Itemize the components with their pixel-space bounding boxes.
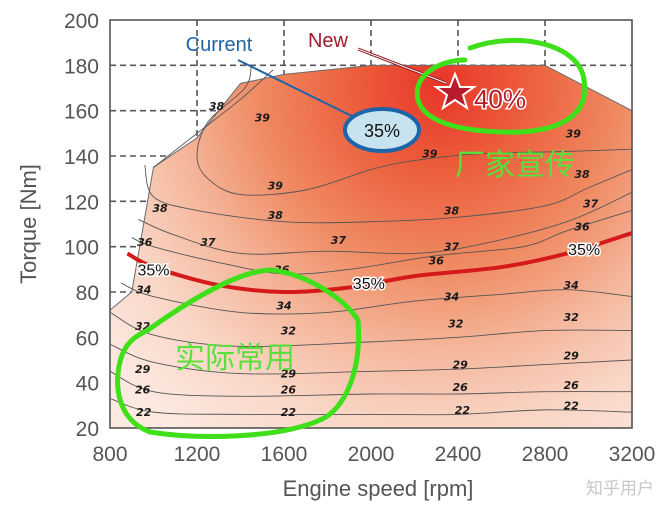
contour-label: 37 [331,234,347,247]
x-axis-title: Engine speed [rpm] [283,476,474,501]
contour-line [110,343,632,375]
y-tick-label: 140 [64,146,99,169]
contour-line [144,164,632,224]
contour-label: 22 [136,406,152,419]
contour-label: 34 [136,284,151,297]
watermark: 知乎用户 [586,479,654,499]
y-tick-label: 20 [76,418,99,441]
contour-label: 26 [135,383,151,396]
contour-label: 32 [281,325,297,338]
contour-label: 37 [200,236,216,249]
contour-label: 38 [444,204,460,217]
current-marker [343,107,421,153]
actual-usage-loop [115,267,362,439]
contour-label: 36 [429,254,445,267]
y-tick-label: 100 [64,237,99,260]
y-tick-label: 200 [64,10,99,33]
y-tick-label: 180 [64,55,99,78]
contour-line [196,65,632,196]
contour-label: 37 [583,198,599,211]
contour-label: 26 [563,379,579,392]
plot-frame [109,19,633,429]
contour-label: 29 [135,363,151,376]
contour-label: 22 [281,406,297,419]
advertised-region-loop [414,37,588,135]
contour-label: 34 [563,279,578,292]
efficiency-35-label: 35% [137,262,169,279]
contour-label: 38 [209,100,225,113]
efficiency-35-label: 35% [353,276,385,293]
x-tick-label: 2000 [348,443,395,466]
x-tick-label: 1600 [261,443,308,466]
x-tick-label: 800 [92,443,127,466]
contour-label: 38 [152,202,168,215]
contour-line [131,209,632,275]
contour-line [153,69,274,168]
x-tick-label: 3200 [609,443,656,466]
x-tick-label: 2400 [435,443,482,466]
efficiency-contours [110,65,632,416]
contour-label: 36 [574,220,590,233]
y-axis-ticks: 20 40 60 80 100 120 140 160 180 200 [64,10,99,441]
contour-label: 29 [563,349,579,362]
contour-label: 32 [563,311,579,324]
contour-label: 36 [137,236,153,249]
contour-line [110,370,632,397]
contour-label: 39 [566,127,582,140]
contour-label: 26 [453,381,469,394]
contour-label: 34 [444,291,459,304]
contour-label: 29 [453,359,469,372]
x-axis-ticks: 800 1200 1600 2000 2400 2800 3200 [92,443,655,466]
star-icon [432,71,478,111]
efficiency-35-line [126,231,632,295]
new-label: New [308,30,349,52]
new-value: 40% [474,84,526,114]
contour-label: 38 [574,168,590,181]
y-tick-label: 60 [76,327,99,350]
contour-label: 37 [444,241,460,254]
y-tick-label: 160 [64,101,99,124]
current-label: Current [186,34,253,56]
contour-label: 26 [281,383,297,396]
contour-label: 38 [268,209,284,222]
contour-label: 34 [276,300,291,313]
efficiency-35-label: 35% [568,242,600,259]
y-axis-title: Torque [Nm] [16,164,41,284]
contour-label: 32 [448,318,464,331]
contour-line [138,191,632,255]
contour-label: 29 [281,368,297,381]
contour-line [110,398,632,416]
x-tick-label: 2800 [522,443,569,466]
actual-usage-label: 实际常用 [175,342,295,375]
advertised-region-label: 厂家宣传 [455,149,575,182]
y-tick-label: 120 [64,191,99,214]
contour-line [110,312,632,348]
current-value: 35% [364,121,400,141]
contour-label: 39 [268,179,284,192]
y-tick-label: 80 [76,282,99,305]
contour-label: 22 [563,399,579,412]
x-tick-label: 1200 [174,443,221,466]
contour-label: 39 [422,148,438,161]
contour-label: 39 [255,111,271,124]
current-callout-line [237,59,365,123]
y-tick-label: 40 [76,373,99,396]
contour-line [120,282,632,315]
contour-label: 22 [455,404,471,417]
